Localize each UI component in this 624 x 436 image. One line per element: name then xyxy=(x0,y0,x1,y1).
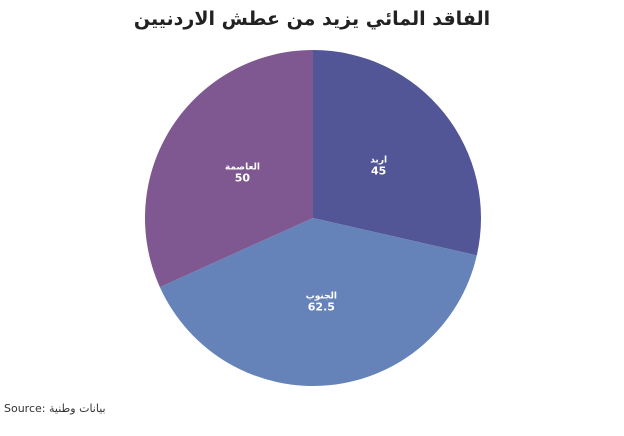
chart-title: الفاقد المائي يزيد من عطش الاردنيين xyxy=(133,8,491,30)
pie-slice xyxy=(159,218,477,387)
pie-slice xyxy=(313,50,482,256)
slice-label: العاصمة xyxy=(225,162,260,172)
slice-value: 45 xyxy=(371,165,386,178)
slice-value: 62.5 xyxy=(308,301,335,314)
source-label: Source: xyxy=(4,402,46,415)
source-text: بيانات وطنية xyxy=(49,402,106,415)
pie-slice xyxy=(144,50,313,288)
slice-label: اربد xyxy=(370,156,387,166)
source-note: Source: بيانات وطنية xyxy=(4,402,106,415)
slice-value: 50 xyxy=(235,171,251,184)
slice-label: الجنوب xyxy=(306,292,337,302)
